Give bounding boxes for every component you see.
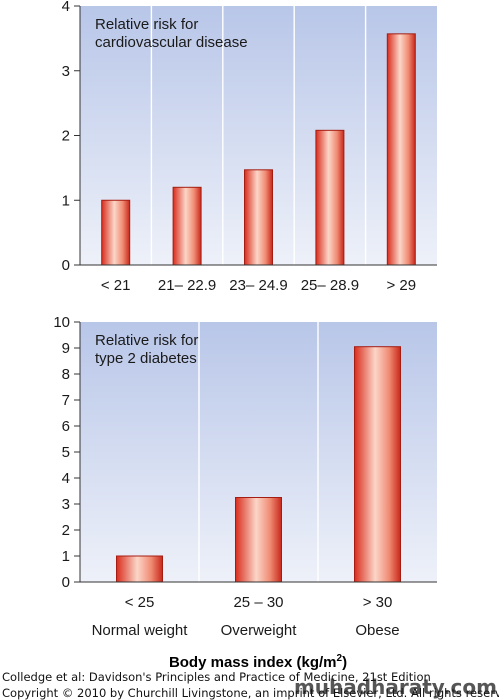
x-tick-label: < 21 [101, 277, 131, 294]
y-tick-label: 0 [62, 574, 70, 591]
category-description: Normal weight [92, 622, 189, 639]
watermark: muhadharaty.com [293, 675, 497, 699]
bar-1 [172, 186, 202, 266]
y-tick-label: 8 [62, 366, 70, 383]
y-tick-label: 3 [62, 63, 70, 80]
category-description: Obese [355, 622, 399, 639]
bar-0 [116, 555, 163, 583]
category-description: Overweight [221, 622, 298, 639]
bar-2 [354, 346, 401, 583]
bar-2 [244, 169, 273, 266]
bar-1 [235, 497, 282, 583]
credit-line-2: Copyright © 2010 by Churchill Livingston… [2, 686, 499, 700]
diabetes-risk-chart: 0 1 2 3 4 5 6 7 8 9 10 < 25 25 – 30 > 30 Normal weight… [53, 314, 437, 639]
x-tick-label: 25– 28.9 [301, 277, 359, 294]
chart-title-line: Relative risk for [95, 332, 198, 349]
y-tick-label: 4 [62, 0, 70, 15]
y-tick-label: 2 [62, 128, 70, 145]
y-tick-label: 10 [53, 314, 70, 331]
x-tick-label: > 30 [363, 594, 393, 611]
x-tick-label: 23– 24.9 [229, 277, 287, 294]
x-tick-label: 21– 22.9 [158, 277, 216, 294]
y-tick-label: 7 [62, 392, 70, 409]
chart-title-line: Relative risk for [95, 16, 198, 33]
chart-title-line: type 2 diabetes [95, 350, 197, 367]
y-tick-label: 1 [62, 192, 70, 209]
y-tick-label: 5 [62, 444, 70, 461]
y-tick-label: 1 [62, 548, 70, 565]
y-tick-label: 4 [62, 470, 70, 487]
y-tick-label: 9 [62, 340, 70, 357]
y-tick-label: 3 [62, 496, 70, 513]
x-tick-label: 25 – 30 [233, 594, 283, 611]
y-tick-label: 2 [62, 522, 70, 539]
bar-3 [315, 129, 345, 266]
bar-4 [386, 33, 416, 266]
chart-title-line: cardiovascular disease [95, 34, 248, 51]
credit-line-1: Colledge et al: Davidson's Principles an… [2, 670, 431, 684]
figure-x-axis-label: Body mass index (kg/m2) [169, 653, 347, 671]
cardiovascular-risk-chart: 0 1 2 3 4 < 21 21– 22.9 23– 24.9 25– 28.9 > 29 Rel… [62, 0, 437, 294]
y-tick-label: 6 [62, 418, 70, 435]
bar-0 [101, 199, 131, 266]
x-tick-label: > 29 [386, 277, 416, 294]
x-tick-label: < 25 [125, 594, 155, 611]
y-tick-label: 0 [62, 257, 70, 274]
